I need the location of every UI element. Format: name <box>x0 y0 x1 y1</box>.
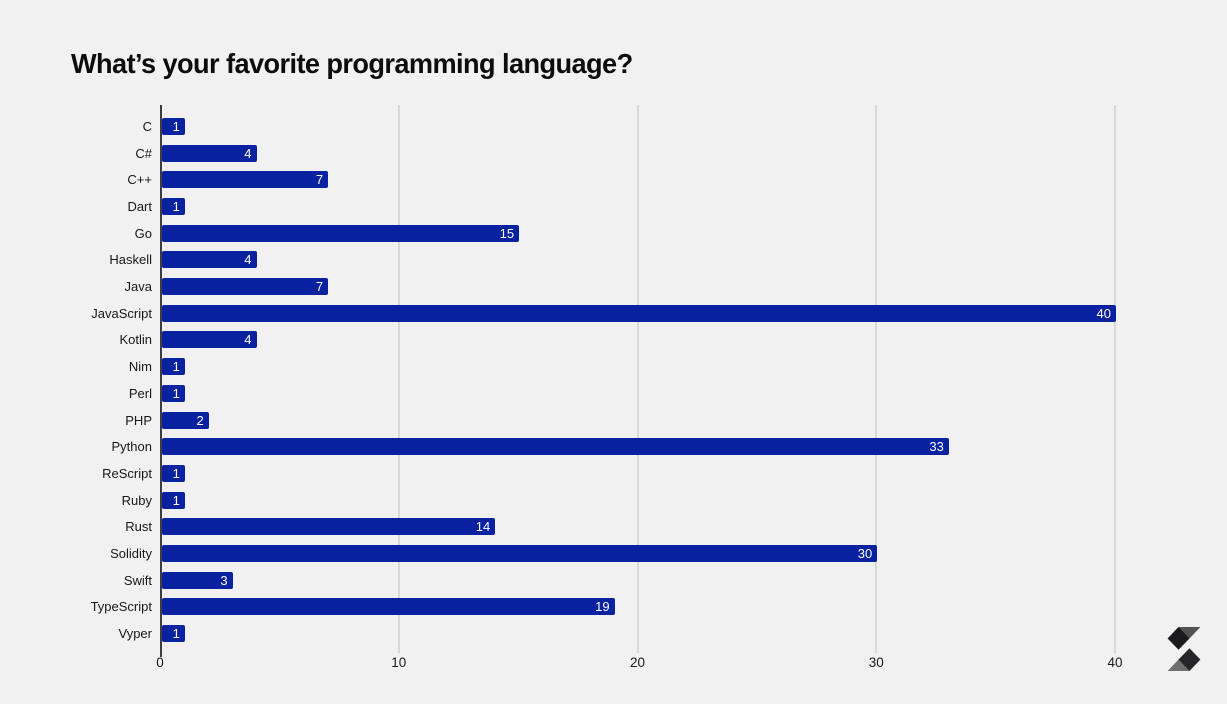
x-tick-label: 10 <box>391 655 407 670</box>
bar-value-label: 1 <box>172 198 180 214</box>
chart-row: Python 33 <box>0 433 1227 460</box>
bar: 14 <box>162 518 496 536</box>
chart-row: Solidity 30 <box>0 540 1227 567</box>
category-label: Rust <box>125 519 152 535</box>
gridline-x-30 <box>875 105 878 653</box>
chart-row: Kotlin 4 <box>0 327 1227 354</box>
gridline-x-20 <box>636 105 639 653</box>
chart-row: Swift 3 <box>0 567 1227 594</box>
chart-row: ReScript 1 <box>0 460 1227 487</box>
chart-row: PHP 2 <box>0 407 1227 434</box>
bar: 33 <box>162 438 949 456</box>
bar: 15 <box>162 224 520 242</box>
category-label: Perl <box>128 385 152 401</box>
category-label: Kotlin <box>119 332 152 348</box>
gridline-x-10 <box>397 105 400 653</box>
chart-row: C++ 7 <box>0 166 1227 193</box>
bar-value-label: 1 <box>172 385 180 401</box>
bar-value-label: 1 <box>172 492 180 508</box>
bar-value-label: 7 <box>315 279 324 295</box>
x-tick-label: 20 <box>629 655 646 670</box>
bar: 1 <box>162 358 185 376</box>
chart-row: Rust 14 <box>0 514 1227 541</box>
bar: 1 <box>162 197 185 215</box>
bar: 4 <box>162 144 257 162</box>
bar: 1 <box>162 625 185 643</box>
category-label: PHP <box>125 412 152 428</box>
category-label: TypeScript <box>90 599 152 615</box>
bar-value-label: 1 <box>172 118 180 134</box>
category-label: Python <box>111 439 152 455</box>
gridline-x-40 <box>1114 105 1116 653</box>
bar-value-label: 1 <box>172 626 180 642</box>
x-tick-label: 30 <box>868 655 884 670</box>
x-tick-label: 0 <box>156 655 164 670</box>
bar: 1 <box>162 117 185 135</box>
bar: 7 <box>162 278 329 296</box>
chart-row: Perl 1 <box>0 380 1227 407</box>
bar-value-label: 14 <box>475 519 491 535</box>
bar: 1 <box>162 384 185 402</box>
bar: 4 <box>162 251 257 269</box>
chart-row: Vyper 1 <box>0 620 1227 647</box>
category-label: Nim <box>128 359 152 375</box>
chart-row: JavaScript 40 <box>0 300 1227 327</box>
bar: 3 <box>162 571 233 589</box>
bar-value-label: 19 <box>595 599 610 615</box>
bar-value-label: 15 <box>499 225 515 241</box>
bar-value-label: 7 <box>315 172 324 188</box>
category-label: Java <box>124 279 152 295</box>
chart-row: Java 7 <box>0 273 1227 300</box>
y-axis-line <box>160 105 162 657</box>
category-label: Dart <box>127 198 152 214</box>
bar: 1 <box>162 491 185 509</box>
chart-row: Go 15 <box>0 220 1227 247</box>
bar-value-label: 2 <box>196 412 204 428</box>
category-label: C++ <box>127 172 152 188</box>
bar: 1 <box>162 464 185 482</box>
category-label: Vyper <box>118 626 152 642</box>
chart-title: What’s your favorite programming languag… <box>71 48 633 79</box>
chart-row: Haskell 4 <box>0 247 1227 274</box>
chart-row: Nim 1 <box>0 353 1227 380</box>
bar-value-label: 40 <box>1096 305 1111 321</box>
solidity-logo-icon <box>1167 627 1201 671</box>
bar-value-label: 33 <box>929 439 944 455</box>
bar: 19 <box>162 598 615 616</box>
bar-value-label: 4 <box>244 252 252 268</box>
bar-value-label: 30 <box>857 546 873 562</box>
chart-row: Ruby 1 <box>0 487 1227 514</box>
bar-value-label: 1 <box>172 465 180 481</box>
bar-value-label: 3 <box>220 572 228 588</box>
category-label: C# <box>135 145 152 161</box>
bar: 30 <box>162 545 878 563</box>
bar-value-label: 4 <box>244 332 252 348</box>
category-label: JavaScript <box>91 305 152 321</box>
bar: 4 <box>162 331 257 349</box>
bar-value-label: 4 <box>244 145 252 161</box>
category-label: Swift <box>123 572 152 588</box>
category-label: ReScript <box>102 465 152 481</box>
bar: 2 <box>162 411 209 429</box>
chart-row: C# 4 <box>0 140 1227 167</box>
category-label: C <box>142 118 152 134</box>
bar: 7 <box>162 171 329 189</box>
bar: 40 <box>162 304 1116 322</box>
chart-row: Dart 1 <box>0 193 1227 220</box>
x-tick-label: 40 <box>1107 655 1123 670</box>
category-label: Solidity <box>110 546 152 562</box>
category-label: Haskell <box>109 252 152 268</box>
category-label: Go <box>134 225 152 241</box>
category-label: Ruby <box>121 492 152 508</box>
bar-value-label: 1 <box>172 359 180 375</box>
chart-row: TypeScript 19 <box>0 594 1227 621</box>
